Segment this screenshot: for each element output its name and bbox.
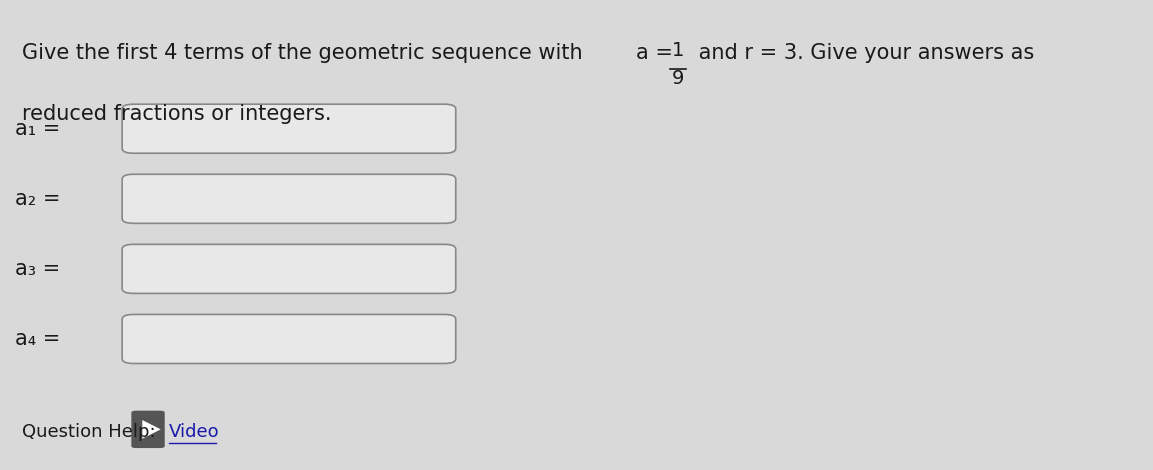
Polygon shape (142, 420, 160, 439)
FancyBboxPatch shape (122, 244, 455, 293)
Text: and r = 3. Give your answers as: and r = 3. Give your answers as (692, 43, 1034, 63)
Text: a =: a = (636, 43, 673, 63)
FancyBboxPatch shape (131, 411, 165, 448)
Text: reduced fractions or integers.: reduced fractions or integers. (22, 104, 332, 124)
FancyBboxPatch shape (122, 314, 455, 363)
Text: 9: 9 (671, 69, 684, 88)
Text: Give the first 4 terms of the geometric sequence with: Give the first 4 terms of the geometric … (22, 43, 589, 63)
Text: Question Help:: Question Help: (22, 423, 161, 440)
FancyBboxPatch shape (122, 104, 455, 153)
FancyBboxPatch shape (122, 174, 455, 223)
Text: 1: 1 (671, 41, 684, 60)
Text: a₃ =: a₃ = (15, 259, 60, 279)
Text: a₂ =: a₂ = (15, 189, 61, 209)
Text: a₁ =: a₁ = (15, 119, 61, 139)
Text: a₄ =: a₄ = (15, 329, 61, 349)
Text: Video: Video (169, 423, 220, 440)
